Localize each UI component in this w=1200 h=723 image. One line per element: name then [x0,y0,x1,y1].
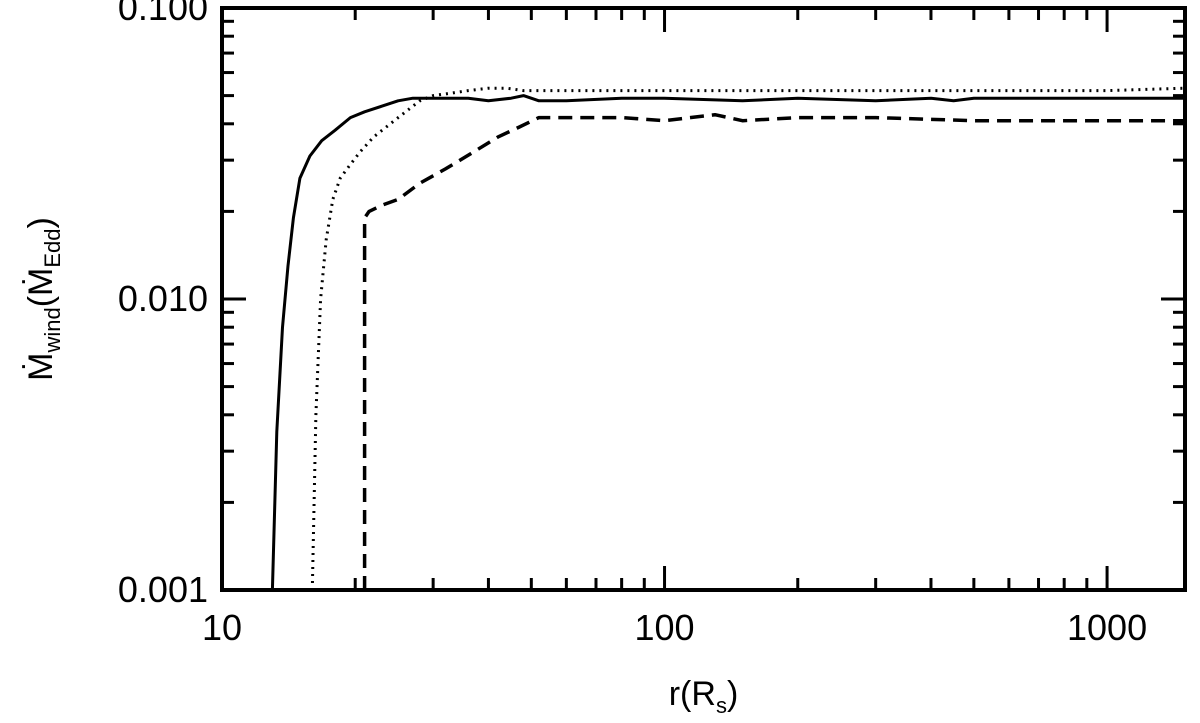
plot-frame [220,6,1187,592]
series-line-dashed [362,112,1185,590]
tick-labels: 10 100 1000 0.001 0.010 0.100 [118,0,1147,648]
y-tick-label: 0.100 [118,0,208,28]
x-axis-label-close: ) [727,675,738,713]
y-axis-label-sub2: Edd [40,228,65,267]
y-axis-label-close: ) [22,217,60,228]
series-line-dotted [310,86,1186,591]
x-axis-label: r(Rs) [669,675,739,718]
series-group [270,86,1186,591]
plot-area [220,6,1187,592]
x-axis-label-sub: s [716,693,727,718]
x-tick-label: 1000 [1067,607,1147,648]
y-tick-label: 0.010 [118,278,208,319]
y-axis-label-open: (Ṁ [22,268,60,308]
x-tick-label: 100 [634,607,694,648]
y-axis-label-sub: wind [40,307,65,353]
y-axis-label-main: Ṁ [22,353,60,381]
x-tick-label: 10 [202,607,242,648]
y-tick-label: 0.001 [118,569,208,610]
y-axis-label: Ṁwind(ṀEdd) [22,217,65,381]
axis-ticks [220,6,1185,592]
series-line-solid [270,94,1185,591]
x-axis-label-main: r(R [669,675,716,713]
